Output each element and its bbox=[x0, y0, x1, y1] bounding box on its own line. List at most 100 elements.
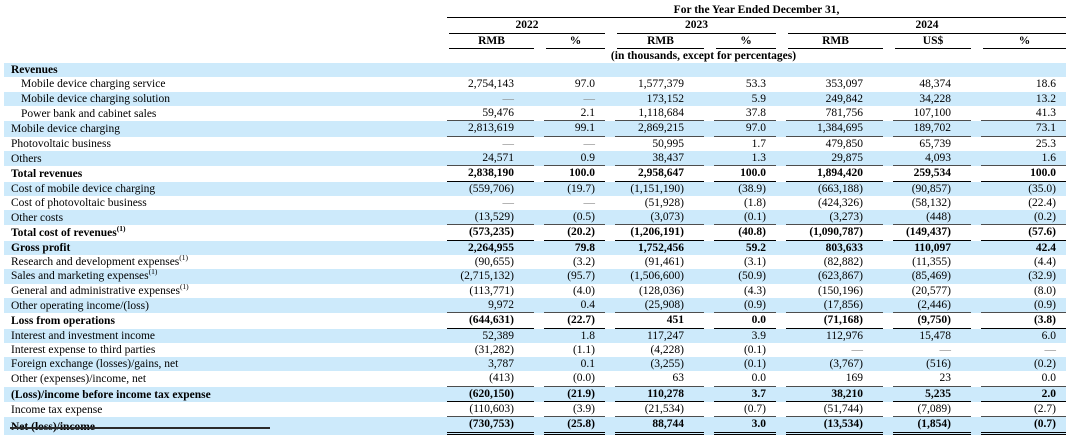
cell-pct-2022: (3.2) bbox=[534, 255, 605, 269]
cell-label: Other costs bbox=[4, 210, 437, 225]
cell-pct-2023: (50.9) bbox=[704, 269, 776, 283]
cell-pct-2023: (0.1) bbox=[704, 357, 776, 371]
row-label: Photovoltaic business bbox=[11, 137, 111, 150]
cell-usd-2024: 5,235 bbox=[883, 387, 971, 403]
cell-pct-2024: 25.3 bbox=[971, 137, 1066, 151]
cell-value: (57.6) bbox=[981, 225, 1067, 241]
cell-value: (32.9) bbox=[1028, 270, 1057, 283]
year-2022-label: 2022 bbox=[449, 18, 605, 34]
cell-value: (20.2) bbox=[544, 225, 605, 241]
cell-value: (113,771) bbox=[469, 284, 514, 297]
cell-usd-2024: (20,577) bbox=[883, 284, 971, 298]
cell-rmb-2022: 24,571 bbox=[437, 151, 534, 167]
cell-label: Income tax expense bbox=[4, 402, 437, 417]
row-label: Mobile device charging bbox=[11, 123, 121, 136]
cell-pct-2022: (0.5) bbox=[534, 210, 605, 226]
cell-value: (17,856) bbox=[786, 298, 883, 314]
cell-value: (3.9) bbox=[544, 402, 605, 418]
footnote-marker: (1) bbox=[148, 267, 158, 277]
cell-value: (25.8) bbox=[544, 417, 605, 435]
cell-pct-2024: — bbox=[971, 343, 1066, 357]
row-label: General and administrative expenses bbox=[11, 284, 180, 297]
cell-pct-2024: (3.8) bbox=[971, 313, 1067, 329]
cell-rmb-2022: (559,706) bbox=[437, 182, 534, 196]
table-row: Mobile device charging service 2,754,143 9… bbox=[4, 77, 1066, 91]
cell-rmb-2023: 173,152 bbox=[605, 92, 704, 106]
cell-value: (620,150) bbox=[447, 387, 534, 403]
cell-value: (90,655) bbox=[474, 256, 514, 269]
cell-value: 1,577,379 bbox=[638, 78, 684, 91]
cell-value: 249,842 bbox=[825, 92, 863, 105]
cell-usd-2024: 23 bbox=[883, 371, 971, 387]
cell-value: 18.6 bbox=[1035, 78, 1057, 91]
cell-pct-2023: 97.0 bbox=[704, 121, 776, 137]
cell-value bbox=[981, 63, 1066, 77]
cell-usd-2024: — bbox=[883, 343, 971, 357]
cell-value bbox=[893, 63, 971, 77]
cell-value: 1.8 bbox=[580, 329, 595, 342]
cell-value: 38,437 bbox=[615, 151, 704, 167]
cell-rmb-2024: 353,097 bbox=[776, 77, 883, 91]
cell-rmb-2023: 63 bbox=[605, 371, 704, 387]
cell-pct-2024: (0.9) bbox=[971, 298, 1067, 314]
cell-label: Mobile device charging service bbox=[4, 77, 437, 91]
cell-pct-2024: 41.3 bbox=[971, 106, 1067, 122]
cell-pct-2022: — bbox=[534, 92, 605, 106]
cell-value: (3,255) bbox=[650, 358, 684, 371]
table-row: General and administrative expenses(1) (1… bbox=[4, 283, 1066, 298]
cell-pct-2024: (4.4) bbox=[971, 255, 1066, 269]
table-row: Income tax expense (110,603) (3.9) (21,534)… bbox=[4, 402, 1067, 418]
cell-value: 169 bbox=[786, 371, 883, 387]
cell-pct-2024: 18.6 bbox=[971, 77, 1066, 91]
cell-value: (4,228) bbox=[650, 343, 684, 356]
col-head-pct-2024: % bbox=[983, 34, 1067, 49]
cell-pct-2023: 3.7 bbox=[704, 387, 776, 403]
cell-pct-2022: (0.0) bbox=[534, 371, 605, 387]
year-2023-label: 2023 bbox=[617, 18, 776, 34]
cell-pct-2022: 0.9 bbox=[534, 151, 605, 167]
cell-value: 2,958,647 bbox=[615, 166, 704, 182]
cell-value: (516) bbox=[926, 358, 951, 371]
cell-pct-2022: 100.0 bbox=[534, 166, 605, 182]
cell-rmb-2022: (620,150) bbox=[437, 387, 534, 403]
cell-pct-2023: 59.2 bbox=[704, 241, 776, 255]
row-label: Total cost of revenues bbox=[11, 227, 117, 240]
cell-value: 6.0 bbox=[1041, 329, 1057, 342]
cell-usd-2024: (149,437) bbox=[883, 225, 971, 241]
row-label: Income tax expense bbox=[11, 404, 103, 417]
cell-rmb-2023: (91,461) bbox=[605, 255, 704, 269]
cell-value: 451 bbox=[615, 313, 704, 329]
cell-value: 1.7 bbox=[751, 137, 766, 150]
col-head-rmb-2023: RMB bbox=[617, 34, 704, 49]
cell-label: Loss from operations bbox=[4, 313, 437, 328]
cell-rmb-2023 bbox=[605, 63, 704, 77]
col-head-pct-2023: % bbox=[716, 34, 776, 49]
cell-value: (82,882) bbox=[823, 256, 863, 269]
table-row: Gross profit 2,264,955 79.8 1,752,456 59.2 80… bbox=[4, 240, 1067, 256]
cell-value: 0.0 bbox=[981, 371, 1067, 387]
cell-value: 9,972 bbox=[447, 298, 534, 314]
cell-pct-2024: (2.7) bbox=[971, 402, 1067, 418]
cell-rmb-2024: 38,210 bbox=[776, 387, 883, 403]
cell-value: (0.1) bbox=[743, 343, 766, 356]
cell-pct-2023: (1.8) bbox=[704, 196, 776, 210]
cell-value: 1,118,684 bbox=[615, 106, 704, 122]
cell-value: (0.5) bbox=[544, 210, 605, 226]
cell-rmb-2023: (21,534) bbox=[605, 402, 704, 418]
cell-pct-2024: (0.7) bbox=[971, 417, 1067, 435]
cell-rmb-2024: (623,867) bbox=[776, 269, 883, 283]
cell-pct-2023: 0.0 bbox=[704, 313, 776, 329]
table-row: Net (loss)/income (730,753) (25.8) 88,744 3.… bbox=[4, 417, 1067, 435]
cell-usd-2024: 65,739 bbox=[883, 137, 971, 151]
cell-usd-2024: (85,469) bbox=[883, 269, 971, 283]
cell-pct-2022 bbox=[534, 63, 605, 77]
cell-rmb-2022: (573,235) bbox=[437, 225, 534, 241]
cell-value: (50.9) bbox=[738, 270, 766, 283]
cell-rmb-2022: — bbox=[437, 137, 534, 151]
cell-rmb-2023: 117,247 bbox=[605, 329, 704, 343]
cell-value: (0.0) bbox=[544, 371, 605, 387]
cell-label: Other (expenses)/income, net bbox=[4, 371, 437, 386]
cell-value: — bbox=[939, 343, 952, 356]
spanner-cell: For the Year Ended December 31, bbox=[437, 3, 1067, 19]
cell-pct-2022: (21.9) bbox=[534, 387, 605, 403]
